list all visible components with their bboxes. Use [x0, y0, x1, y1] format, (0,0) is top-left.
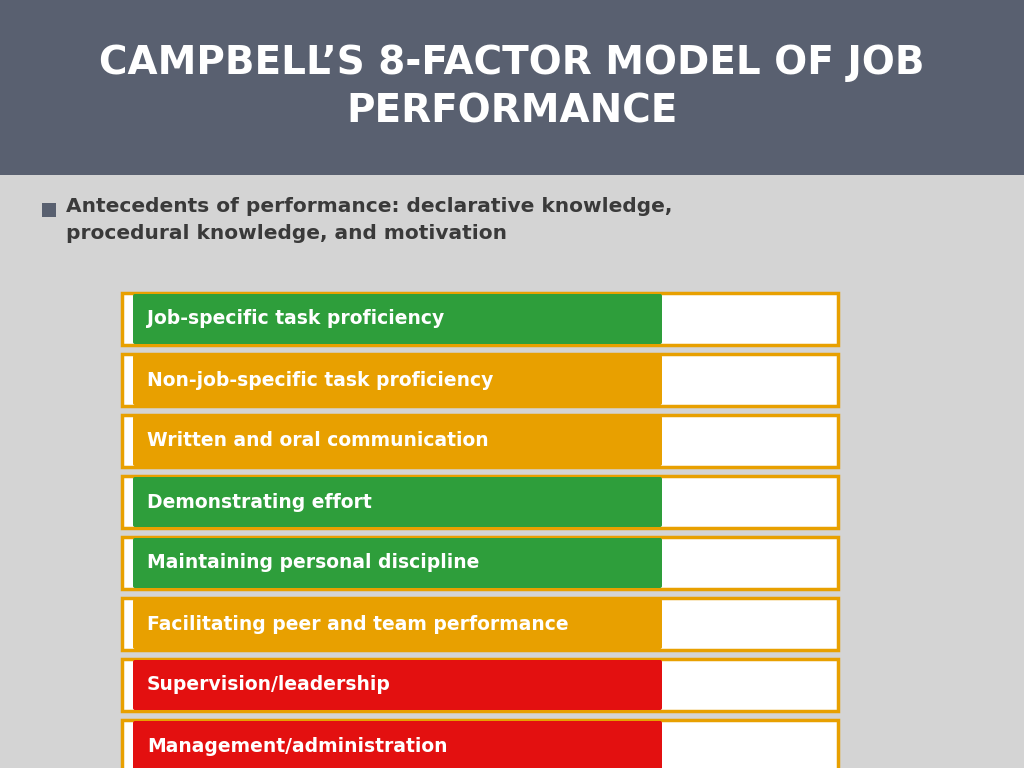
FancyBboxPatch shape	[0, 0, 1024, 175]
Text: Maintaining personal discipline: Maintaining personal discipline	[147, 554, 479, 572]
Text: Antecedents of performance: declarative knowledge,
procedural knowledge, and mot: Antecedents of performance: declarative …	[66, 197, 673, 243]
Text: Written and oral communication: Written and oral communication	[147, 432, 488, 451]
FancyBboxPatch shape	[133, 477, 662, 527]
FancyBboxPatch shape	[122, 476, 838, 528]
Text: CAMPBELL’S 8-FACTOR MODEL OF JOB
PERFORMANCE: CAMPBELL’S 8-FACTOR MODEL OF JOB PERFORM…	[99, 45, 925, 131]
FancyBboxPatch shape	[122, 720, 838, 768]
Text: Job-specific task proficiency: Job-specific task proficiency	[147, 310, 444, 329]
FancyBboxPatch shape	[133, 294, 662, 344]
FancyBboxPatch shape	[133, 416, 662, 466]
FancyBboxPatch shape	[133, 660, 662, 710]
FancyBboxPatch shape	[133, 599, 662, 649]
FancyBboxPatch shape	[133, 721, 662, 768]
FancyBboxPatch shape	[122, 598, 838, 650]
FancyBboxPatch shape	[122, 659, 838, 711]
FancyBboxPatch shape	[122, 293, 838, 345]
Text: Management/administration: Management/administration	[147, 737, 447, 756]
FancyBboxPatch shape	[42, 203, 56, 217]
FancyBboxPatch shape	[122, 537, 838, 589]
FancyBboxPatch shape	[133, 355, 662, 405]
Text: Non-job-specific task proficiency: Non-job-specific task proficiency	[147, 370, 494, 389]
Text: Supervision/leadership: Supervision/leadership	[147, 676, 391, 694]
Text: Facilitating peer and team performance: Facilitating peer and team performance	[147, 614, 568, 634]
FancyBboxPatch shape	[122, 354, 838, 406]
FancyBboxPatch shape	[122, 415, 838, 467]
FancyBboxPatch shape	[133, 538, 662, 588]
Text: Demonstrating effort: Demonstrating effort	[147, 492, 372, 511]
